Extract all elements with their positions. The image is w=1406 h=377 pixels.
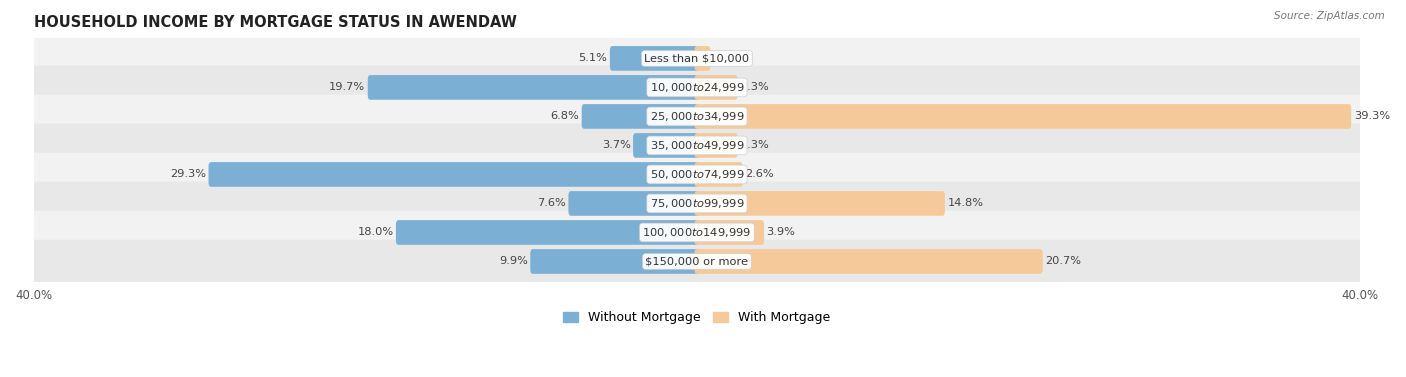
Text: 29.3%: 29.3% bbox=[170, 169, 207, 179]
FancyBboxPatch shape bbox=[28, 153, 1365, 196]
FancyBboxPatch shape bbox=[568, 191, 699, 216]
FancyBboxPatch shape bbox=[695, 162, 742, 187]
Text: $100,000 to $149,999: $100,000 to $149,999 bbox=[643, 226, 751, 239]
FancyBboxPatch shape bbox=[28, 211, 1365, 254]
Text: 9.9%: 9.9% bbox=[499, 256, 527, 267]
Text: $10,000 to $24,999: $10,000 to $24,999 bbox=[650, 81, 744, 94]
FancyBboxPatch shape bbox=[28, 66, 1365, 109]
Text: $50,000 to $74,999: $50,000 to $74,999 bbox=[650, 168, 744, 181]
Text: 19.7%: 19.7% bbox=[329, 83, 366, 92]
Text: 18.0%: 18.0% bbox=[357, 227, 394, 238]
FancyBboxPatch shape bbox=[695, 249, 1043, 274]
FancyBboxPatch shape bbox=[695, 104, 1351, 129]
FancyBboxPatch shape bbox=[582, 104, 699, 129]
Text: $25,000 to $34,999: $25,000 to $34,999 bbox=[650, 110, 744, 123]
Text: 2.6%: 2.6% bbox=[745, 169, 773, 179]
Legend: Without Mortgage, With Mortgage: Without Mortgage, With Mortgage bbox=[558, 306, 835, 329]
FancyBboxPatch shape bbox=[28, 37, 1365, 80]
Text: 5.1%: 5.1% bbox=[578, 54, 607, 63]
Text: $150,000 or more: $150,000 or more bbox=[645, 256, 748, 267]
FancyBboxPatch shape bbox=[695, 191, 945, 216]
Text: 3.7%: 3.7% bbox=[602, 141, 631, 150]
FancyBboxPatch shape bbox=[530, 249, 699, 274]
Text: $75,000 to $99,999: $75,000 to $99,999 bbox=[650, 197, 744, 210]
Text: 7.6%: 7.6% bbox=[537, 198, 567, 208]
Text: 6.8%: 6.8% bbox=[550, 112, 579, 121]
Text: 20.7%: 20.7% bbox=[1045, 256, 1081, 267]
Text: 39.3%: 39.3% bbox=[1354, 112, 1389, 121]
FancyBboxPatch shape bbox=[396, 220, 699, 245]
FancyBboxPatch shape bbox=[28, 240, 1365, 283]
Text: 3.9%: 3.9% bbox=[766, 227, 796, 238]
FancyBboxPatch shape bbox=[610, 46, 699, 71]
Text: 2.3%: 2.3% bbox=[740, 83, 769, 92]
FancyBboxPatch shape bbox=[633, 133, 699, 158]
FancyBboxPatch shape bbox=[28, 95, 1365, 138]
Text: Source: ZipAtlas.com: Source: ZipAtlas.com bbox=[1274, 11, 1385, 21]
FancyBboxPatch shape bbox=[368, 75, 699, 100]
Text: Less than $10,000: Less than $10,000 bbox=[644, 54, 749, 63]
FancyBboxPatch shape bbox=[28, 182, 1365, 225]
FancyBboxPatch shape bbox=[208, 162, 699, 187]
FancyBboxPatch shape bbox=[695, 75, 738, 100]
FancyBboxPatch shape bbox=[28, 124, 1365, 167]
Text: $35,000 to $49,999: $35,000 to $49,999 bbox=[650, 139, 744, 152]
FancyBboxPatch shape bbox=[695, 46, 710, 71]
Text: 14.8%: 14.8% bbox=[948, 198, 983, 208]
FancyBboxPatch shape bbox=[695, 220, 763, 245]
Text: HOUSEHOLD INCOME BY MORTGAGE STATUS IN AWENDAW: HOUSEHOLD INCOME BY MORTGAGE STATUS IN A… bbox=[34, 15, 516, 30]
Text: 0.66%: 0.66% bbox=[713, 54, 749, 63]
FancyBboxPatch shape bbox=[695, 133, 738, 158]
Text: 2.3%: 2.3% bbox=[740, 141, 769, 150]
